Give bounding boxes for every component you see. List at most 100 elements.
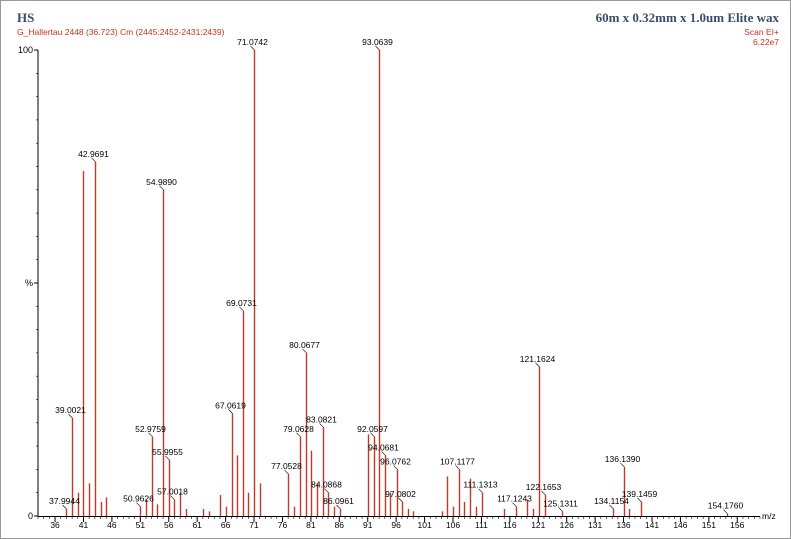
x-tick-label: 106	[446, 520, 460, 530]
x-tick-label: 156	[730, 520, 744, 530]
peak-leader	[723, 509, 728, 514]
peak-label: 139.1459	[622, 489, 658, 499]
peak-leader	[165, 455, 170, 461]
peak-leader	[62, 504, 67, 510]
x-tick-label: 56	[164, 520, 174, 530]
x-tick-label: 51	[136, 520, 146, 530]
x-tick-label: 141	[645, 520, 659, 530]
y-tick-label: %	[25, 278, 33, 288]
peak-label: 121.1624	[520, 354, 556, 364]
peak-label: 154.1760	[708, 501, 744, 511]
axes-layer: 0% 100 36 41 46 51 56 61 66 71 76 81 86 91 96 101 106 111…	[18, 45, 776, 530]
x-tick-label: 136	[616, 520, 630, 530]
scan-description: G_Hallertau 2448 (36.723) Cm (2445:2452-…	[17, 27, 225, 37]
peak-leader	[239, 306, 244, 312]
peak-leader	[91, 157, 96, 163]
x-tick-label: 111	[475, 520, 488, 530]
scan-mode-label: Scan EI+	[744, 27, 779, 37]
x-tick-label: 91	[363, 520, 373, 530]
peak-label: 97.0802	[385, 489, 416, 499]
peak-leader	[136, 502, 141, 507]
peak-leader	[541, 490, 546, 496]
peak-leader	[558, 507, 563, 512]
peak-label: 136.1390	[605, 454, 641, 464]
peaks-layer	[65, 50, 729, 516]
y-tick-label: 100	[18, 45, 33, 55]
peak-label: 92.0597	[357, 424, 388, 434]
peak-leader	[302, 348, 307, 354]
sample-title: HS	[17, 10, 35, 25]
peak-leader	[609, 504, 614, 510]
peak-leader	[535, 362, 540, 368]
peak-label: 122.1653	[526, 482, 562, 492]
peak-label: 77.0528	[271, 461, 302, 471]
peak-label: 39.0021	[55, 405, 86, 415]
peak-leader	[228, 409, 233, 414]
x-tick-label: 151	[702, 520, 716, 530]
peak-labels-layer: 37.9944 39.0021 42.9691 50.9626 52.9759 54.98…	[49, 37, 743, 514]
x-tick-label: 101	[417, 520, 431, 530]
peak-leader	[512, 502, 517, 507]
peak-leader	[620, 462, 625, 468]
peak-leader	[375, 45, 380, 51]
peak-leader	[324, 488, 329, 493]
x-tick-label: 61	[192, 520, 202, 530]
peak-label: 80.0677	[289, 340, 320, 350]
peak-leader	[296, 432, 301, 437]
peak-label: 55.9955	[152, 447, 183, 457]
peak-label: 117.1243	[497, 494, 532, 504]
peak-leader	[170, 495, 175, 500]
peak-leader	[250, 45, 255, 51]
peak-label: 111.1313	[463, 480, 497, 490]
total-intensity-label: 6.22e7	[753, 37, 779, 47]
peak-leader	[370, 432, 375, 437]
peak-label: 96.0762	[380, 456, 411, 466]
peak-label: 71.0742	[237, 37, 268, 47]
peak-label: 94.0681	[368, 442, 399, 452]
peak-leader	[336, 504, 341, 510]
x-axis-label: m/z	[762, 511, 776, 521]
peak-leader	[637, 497, 642, 503]
x-tick-label: 121	[531, 520, 545, 530]
column-title: 60m x 0.32mm x 1.0um Elite wax	[595, 10, 779, 25]
peak-label: 84.0868	[311, 480, 342, 490]
x-tick-label: 36	[50, 520, 60, 530]
peak-label: 67.0619	[215, 400, 246, 410]
peak-label: 42.9691	[78, 149, 109, 159]
x-tick-label: 86	[335, 520, 345, 530]
peak-leader	[284, 469, 289, 475]
peak-label: 37.9944	[49, 496, 80, 506]
peak-label: 79.0628	[283, 424, 314, 434]
x-tick-label: 71	[249, 520, 259, 530]
peak-leader	[319, 423, 324, 428]
peak-label: 125.1311	[543, 498, 578, 508]
y-tick-label: 0	[28, 511, 33, 521]
x-tick-label: 41	[79, 520, 89, 530]
peak-leader	[381, 451, 386, 456]
peak-label: 50.9626	[123, 494, 154, 504]
peak-label: 93.0639	[362, 37, 393, 47]
peak-label: 134.1154	[594, 496, 629, 506]
peak-leader	[398, 497, 403, 503]
peak-leader	[68, 413, 73, 419]
x-tick-label: 81	[306, 520, 316, 530]
peak-leader	[478, 488, 483, 493]
x-tick-label: 76	[278, 520, 288, 530]
peak-label: 54.9890	[146, 177, 177, 187]
x-tick-label: 116	[503, 520, 517, 530]
x-tick-label: 146	[673, 520, 687, 530]
x-tick-label: 66	[221, 520, 231, 530]
peak-leader	[393, 465, 398, 470]
x-tick-label: 96	[391, 520, 401, 530]
x-tick-label: 126	[560, 520, 574, 530]
peak-label: 69.0731	[226, 298, 257, 308]
peak-leader	[159, 185, 164, 191]
x-tick-label: 131	[588, 520, 602, 530]
peak-label: 107.1177	[440, 456, 475, 466]
peak-label: 52.9759	[135, 424, 166, 434]
x-tick-label: 46	[107, 520, 117, 530]
peak-leader	[148, 432, 153, 437]
peak-label: 57.0018	[157, 487, 188, 497]
